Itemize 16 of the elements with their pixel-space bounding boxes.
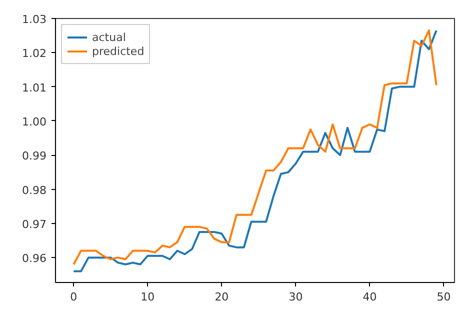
y-tick-label: 1.03 [22,13,47,26]
y-tick-label: 1.02 [22,47,47,60]
x-tick-label: 40 [362,290,377,304]
x-tick-label: 30 [288,290,303,304]
y-tick-label: 1.00 [22,115,47,128]
y-tick-label: 0.97 [22,218,47,231]
y-tick-label: 0.99 [22,150,47,163]
x-tick-label: 20 [214,290,229,304]
x-tick-label: 50 [436,290,451,304]
x-tick-label: 0 [70,290,78,304]
y-tick-label: 1.01 [22,81,47,94]
legend-label: actual [92,30,126,44]
legend-label: predicted [92,44,144,58]
y-tick-label: 0.98 [22,184,47,197]
y-tick-label: 0.96 [22,252,47,266]
x-tick-label: 10 [140,290,155,304]
